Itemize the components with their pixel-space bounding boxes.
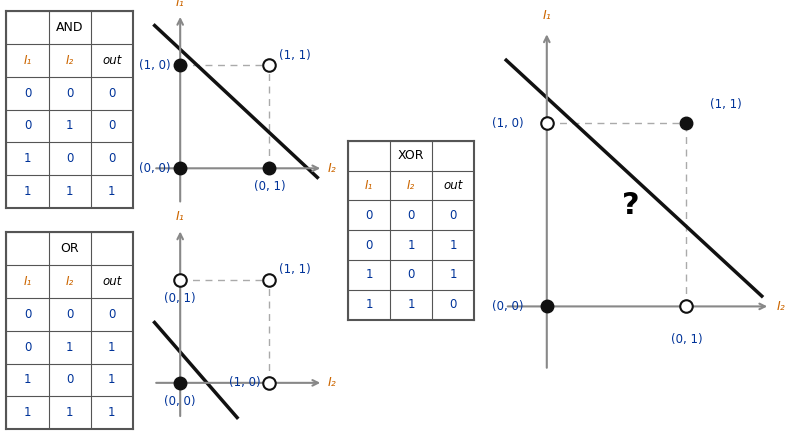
Text: AND: AND (56, 21, 83, 34)
Text: I₂: I₂ (777, 300, 786, 313)
Text: 1: 1 (366, 298, 373, 311)
Text: I₁: I₁ (542, 9, 551, 22)
Text: I₁: I₁ (23, 275, 31, 288)
Text: 0: 0 (66, 152, 74, 165)
Text: I₂: I₂ (327, 162, 336, 175)
Text: I₂: I₂ (407, 179, 415, 192)
Text: (0, 0): (0, 0) (139, 162, 171, 175)
Text: (0, 1): (0, 1) (164, 292, 196, 305)
Text: out: out (444, 179, 463, 192)
Text: 1: 1 (450, 239, 457, 252)
Text: I₂: I₂ (327, 376, 336, 389)
Text: I₁: I₁ (176, 0, 185, 9)
Text: (1, 1): (1, 1) (278, 49, 310, 62)
Text: 1: 1 (24, 152, 31, 165)
Text: 0: 0 (108, 119, 115, 132)
Text: I₁: I₁ (23, 54, 31, 67)
Text: 0: 0 (407, 268, 415, 282)
Text: (0, 1): (0, 1) (254, 180, 286, 193)
Text: I₁: I₁ (365, 179, 373, 192)
Text: OR: OR (60, 242, 79, 255)
Text: 1: 1 (108, 341, 115, 354)
Text: 0: 0 (24, 308, 31, 321)
Text: (1, 1): (1, 1) (710, 98, 742, 111)
Text: (1, 1): (1, 1) (278, 263, 310, 276)
Text: 1: 1 (407, 239, 415, 252)
Text: 0: 0 (24, 87, 31, 100)
Text: 0: 0 (108, 87, 115, 100)
Text: 1: 1 (108, 185, 115, 198)
Text: 1: 1 (407, 298, 415, 311)
Text: out: out (102, 54, 122, 67)
Text: 0: 0 (66, 87, 74, 100)
Text: XOR: XOR (398, 149, 425, 162)
Text: 1: 1 (108, 373, 115, 387)
Text: 0: 0 (66, 308, 74, 321)
Text: 1: 1 (66, 185, 74, 198)
Text: 1: 1 (24, 406, 31, 419)
Text: 1: 1 (366, 268, 373, 282)
Text: 0: 0 (366, 209, 373, 222)
Text: I₁: I₁ (176, 211, 185, 224)
Text: (1, 0): (1, 0) (229, 376, 260, 389)
Text: 1: 1 (108, 406, 115, 419)
Text: 1: 1 (66, 341, 74, 354)
Text: 0: 0 (407, 209, 415, 222)
Text: 0: 0 (66, 373, 74, 387)
Text: (0, 0): (0, 0) (492, 300, 523, 313)
Text: out: out (102, 275, 122, 288)
Text: I₂: I₂ (66, 54, 74, 67)
Text: 0: 0 (450, 298, 457, 311)
Text: (0, 0): (0, 0) (165, 395, 196, 408)
Text: 1: 1 (66, 406, 74, 419)
Text: (0, 1): (0, 1) (670, 333, 702, 346)
Text: 0: 0 (366, 239, 373, 252)
Text: 1: 1 (24, 185, 31, 198)
Text: ?: ? (622, 191, 639, 220)
Text: 0: 0 (24, 341, 31, 354)
Text: 1: 1 (66, 119, 74, 132)
Text: 1: 1 (450, 268, 457, 282)
Text: I₂: I₂ (66, 275, 74, 288)
Text: 0: 0 (450, 209, 457, 222)
Text: 0: 0 (24, 119, 31, 132)
Text: (1, 0): (1, 0) (492, 117, 523, 130)
Text: 0: 0 (108, 152, 115, 165)
Text: (1, 0): (1, 0) (139, 59, 171, 72)
Text: 0: 0 (108, 308, 115, 321)
Text: 1: 1 (24, 373, 31, 387)
